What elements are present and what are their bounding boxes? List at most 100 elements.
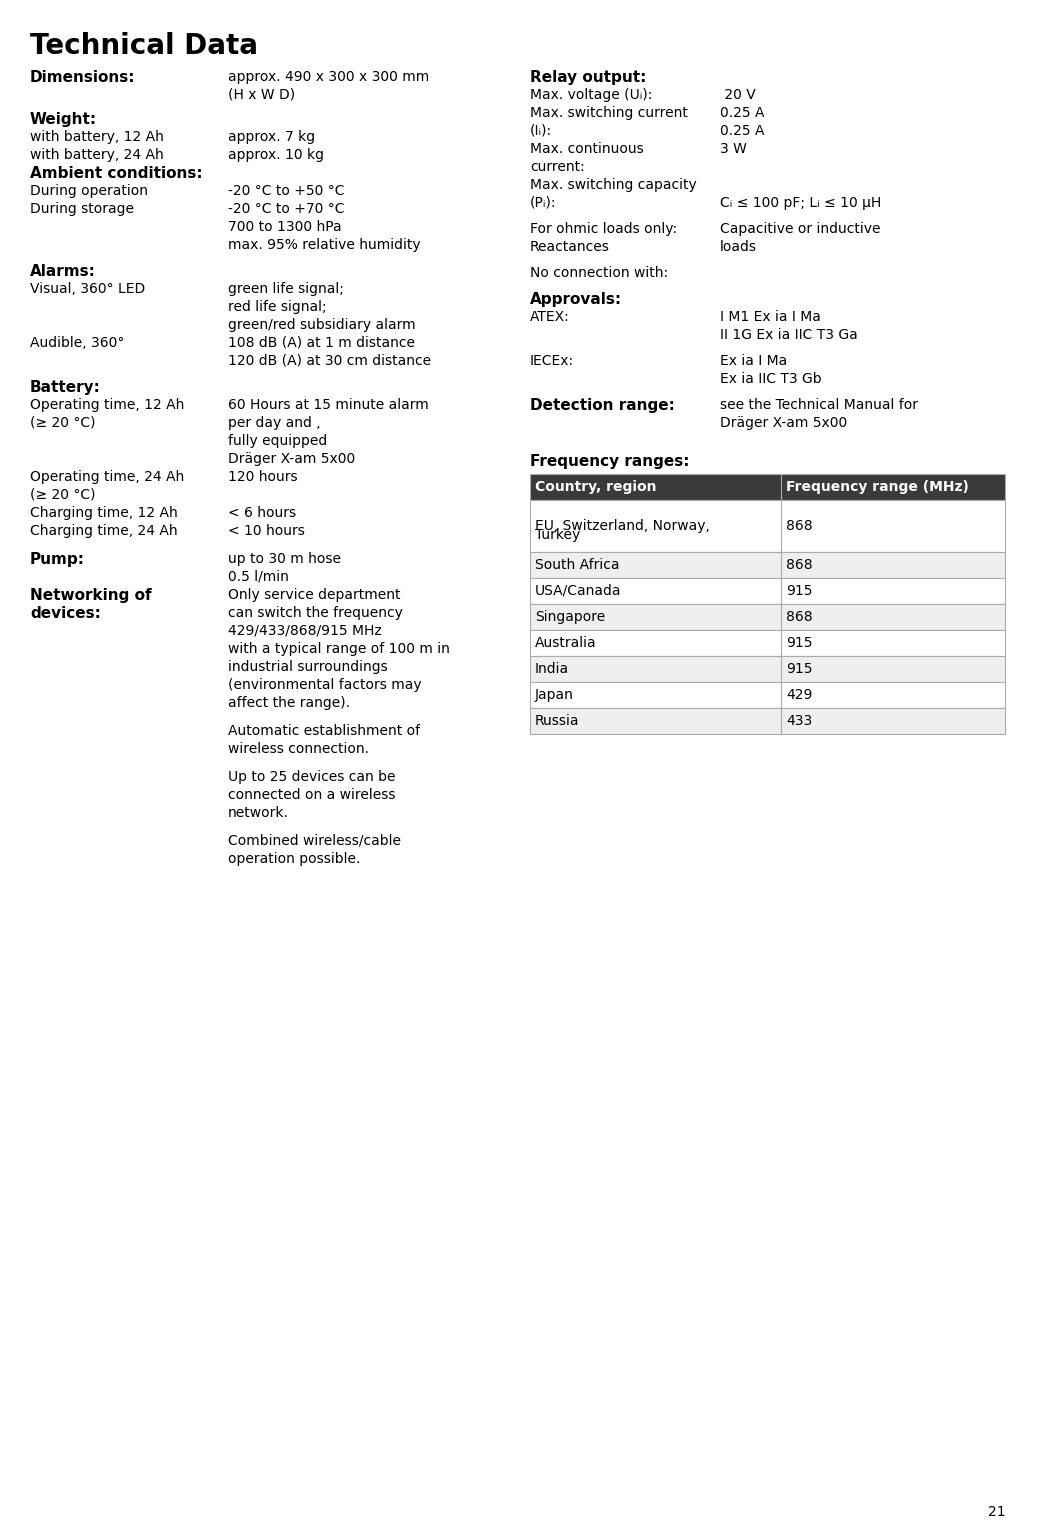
- Text: connected on a wireless: connected on a wireless: [228, 788, 396, 802]
- Text: Relay output:: Relay output:: [530, 71, 646, 84]
- Text: Dimensions:: Dimensions:: [30, 71, 135, 84]
- Text: per day and ,: per day and ,: [228, 415, 321, 429]
- Text: can switch the frequency: can switch the frequency: [228, 606, 403, 619]
- Bar: [530, 474, 781, 500]
- Bar: [530, 500, 781, 552]
- Bar: [781, 604, 1005, 630]
- Text: 0.25 A: 0.25 A: [720, 106, 764, 120]
- Text: No connection with:: No connection with:: [530, 267, 668, 281]
- Bar: [781, 578, 1005, 604]
- Text: industrial surroundings: industrial surroundings: [228, 661, 387, 675]
- Text: Weight:: Weight:: [30, 112, 97, 127]
- Bar: [530, 682, 781, 708]
- Text: 868: 868: [786, 558, 813, 572]
- Text: II 1G Ex ia IIC T3 Ga: II 1G Ex ia IIC T3 Ga: [720, 328, 858, 342]
- Text: Only service department: Only service department: [228, 589, 401, 602]
- Text: Frequency range (MHz): Frequency range (MHz): [786, 480, 969, 494]
- Text: with battery, 12 Ah: with battery, 12 Ah: [30, 130, 163, 144]
- Text: Australia: Australia: [535, 636, 596, 650]
- Text: 868: 868: [786, 520, 813, 533]
- Text: 868: 868: [786, 610, 813, 624]
- Text: Country, region: Country, region: [535, 480, 657, 494]
- Text: Visual, 360° LED: Visual, 360° LED: [30, 282, 146, 296]
- Text: Automatic establishment of: Automatic establishment of: [228, 724, 421, 737]
- Text: Turkey: Turkey: [535, 527, 580, 543]
- Text: network.: network.: [228, 806, 288, 820]
- Text: Ex ia IIC T3 Gb: Ex ia IIC T3 Gb: [720, 373, 821, 386]
- Text: Charging time, 12 Ah: Charging time, 12 Ah: [30, 506, 178, 520]
- Text: loads: loads: [720, 241, 757, 254]
- Text: During operation: During operation: [30, 184, 148, 198]
- Text: For ohmic loads only:: For ohmic loads only:: [530, 222, 677, 236]
- Bar: [781, 474, 1005, 500]
- Bar: [781, 656, 1005, 682]
- Text: (environmental factors may: (environmental factors may: [228, 678, 422, 691]
- Text: 915: 915: [786, 662, 812, 676]
- Text: ATEX:: ATEX:: [530, 310, 569, 323]
- Text: Battery:: Battery:: [30, 380, 101, 396]
- Text: South Africa: South Africa: [535, 558, 619, 572]
- Text: Ex ia I Ma: Ex ia I Ma: [720, 354, 787, 368]
- Text: Pump:: Pump:: [30, 552, 85, 567]
- Text: Dräger X-am 5x00: Dräger X-am 5x00: [228, 452, 355, 466]
- Text: Capacitive or inductive: Capacitive or inductive: [720, 222, 881, 236]
- Text: During storage: During storage: [30, 202, 134, 216]
- Text: up to 30 m hose: up to 30 m hose: [228, 552, 341, 566]
- Text: Reactances: Reactances: [530, 241, 610, 254]
- Text: Approvals:: Approvals:: [530, 291, 623, 307]
- Text: max. 95% relative humidity: max. 95% relative humidity: [228, 238, 421, 251]
- Text: -20 °C to +50 °C: -20 °C to +50 °C: [228, 184, 345, 198]
- Text: 0.25 A: 0.25 A: [720, 124, 764, 138]
- Text: 108 dB (A) at 1 m distance: 108 dB (A) at 1 m distance: [228, 336, 415, 350]
- Text: Max. switching current: Max. switching current: [530, 106, 688, 120]
- Bar: [530, 708, 781, 734]
- Text: Ambient conditions:: Ambient conditions:: [30, 166, 203, 181]
- Bar: [530, 656, 781, 682]
- Text: fully equipped: fully equipped: [228, 434, 327, 448]
- Text: (Iᵢ):: (Iᵢ):: [530, 124, 552, 138]
- Text: < 10 hours: < 10 hours: [228, 524, 305, 538]
- Text: wireless connection.: wireless connection.: [228, 742, 369, 756]
- Text: Russia: Russia: [535, 714, 580, 728]
- Text: Dräger X-am 5x00: Dräger X-am 5x00: [720, 415, 847, 429]
- Bar: [781, 552, 1005, 578]
- Text: approx. 490 x 300 x 300 mm: approx. 490 x 300 x 300 mm: [228, 71, 429, 84]
- Text: 433: 433: [786, 714, 812, 728]
- Text: approx. 7 kg: approx. 7 kg: [228, 130, 315, 144]
- Text: Max. continuous: Max. continuous: [530, 143, 643, 156]
- Bar: [530, 604, 781, 630]
- Text: EU, Switzerland, Norway,: EU, Switzerland, Norway,: [535, 520, 710, 533]
- Text: 915: 915: [786, 584, 812, 598]
- Text: Singapore: Singapore: [535, 610, 605, 624]
- Bar: [530, 578, 781, 604]
- Text: (≥ 20 °C): (≥ 20 °C): [30, 487, 96, 501]
- Text: (≥ 20 °C): (≥ 20 °C): [30, 415, 96, 429]
- Text: Up to 25 devices can be: Up to 25 devices can be: [228, 770, 396, 783]
- Text: 60 Hours at 15 minute alarm: 60 Hours at 15 minute alarm: [228, 399, 429, 412]
- Text: 120 hours: 120 hours: [228, 471, 298, 484]
- Bar: [781, 630, 1005, 656]
- Text: Combined wireless/cable: Combined wireless/cable: [228, 834, 401, 848]
- Text: Frequency ranges:: Frequency ranges:: [530, 454, 689, 469]
- Text: Max. switching capacity: Max. switching capacity: [530, 178, 696, 192]
- Text: Japan: Japan: [535, 688, 574, 702]
- Text: < 6 hours: < 6 hours: [228, 506, 296, 520]
- Text: 3 W: 3 W: [720, 143, 746, 156]
- Text: USA/Canada: USA/Canada: [535, 584, 621, 598]
- Text: Operating time, 12 Ah: Operating time, 12 Ah: [30, 399, 184, 412]
- Text: with a typical range of 100 m in: with a typical range of 100 m in: [228, 642, 450, 656]
- Text: 429/433/868/915 MHz: 429/433/868/915 MHz: [228, 624, 382, 638]
- Text: Networking of: Networking of: [30, 589, 152, 602]
- Text: Audible, 360°: Audible, 360°: [30, 336, 124, 350]
- Text: red life signal;: red life signal;: [228, 300, 327, 314]
- Bar: [530, 630, 781, 656]
- Text: current:: current:: [530, 159, 585, 175]
- Text: 700 to 1300 hPa: 700 to 1300 hPa: [228, 221, 341, 235]
- Text: IECEx:: IECEx:: [530, 354, 575, 368]
- Text: Charging time, 24 Ah: Charging time, 24 Ah: [30, 524, 178, 538]
- Text: see the Technical Manual for: see the Technical Manual for: [720, 399, 918, 412]
- Text: (Pᵢ):: (Pᵢ):: [530, 196, 557, 210]
- Text: operation possible.: operation possible.: [228, 852, 360, 866]
- Text: 120 dB (A) at 30 cm distance: 120 dB (A) at 30 cm distance: [228, 354, 431, 368]
- Text: Technical Data: Technical Data: [30, 32, 258, 60]
